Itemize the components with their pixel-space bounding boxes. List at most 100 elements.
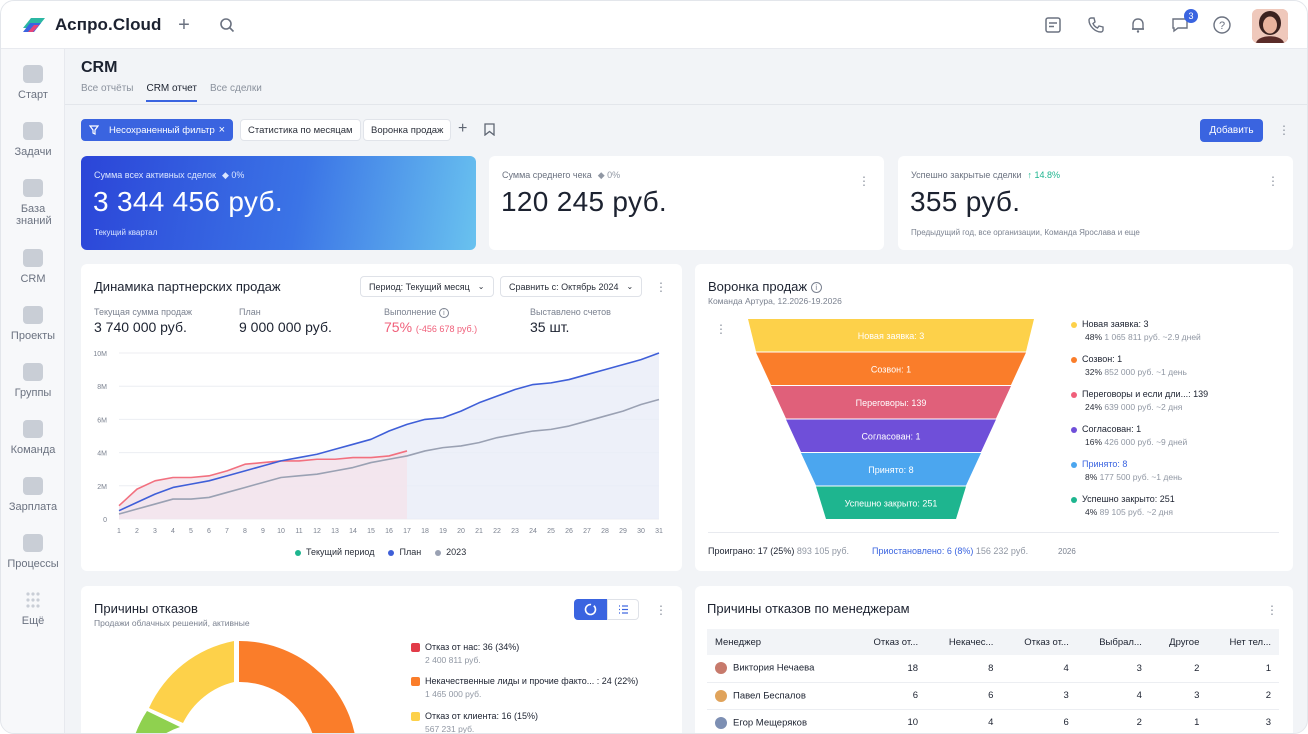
column-header[interactable]: Выбрал... — [1076, 629, 1150, 655]
x-tick-label: 12 — [313, 528, 321, 535]
tab-all-reports[interactable]: Все отчёты — [81, 83, 134, 94]
kpi-card-active-deals: Сумма всех активных сделок ◆ 0% 3 344 456… — [81, 156, 476, 250]
funnel-legend-item[interactable]: Принято: 8 8% 177 500 руб. ~1 день — [1071, 459, 1182, 482]
y-tick-label: 6M — [97, 417, 107, 424]
active-filter-chip[interactable]: Несохраненный фильтр × — [81, 119, 233, 141]
funnel-legend-item: Успешно закрыто: 251 4% 89 105 руб. ~2 дн… — [1071, 494, 1175, 517]
help-icon[interactable]: ? — [1210, 13, 1234, 37]
reason-item: Отказ от нас: 36 (34%) 2 400 811 руб. — [411, 642, 519, 665]
stat-value: 75% (-456 678 руб.) — [384, 319, 478, 335]
table-row[interactable]: Виктория Нечаева 18 8 4 3 2 1 — [707, 655, 1279, 683]
chevron-down-icon: ⌄ — [477, 282, 485, 291]
team-icon — [23, 420, 43, 438]
plus-icon[interactable]: + — [178, 13, 190, 36]
sidebar-item-projects[interactable]: Проекты — [1, 306, 65, 342]
sidebar-item-tasks[interactable]: Задачи — [1, 122, 65, 158]
notes-icon[interactable] — [1041, 13, 1065, 37]
table-row[interactable]: Егор Мещеряков 10 4 6 2 1 3 — [707, 709, 1279, 733]
funnel-stage[interactable] — [756, 352, 1026, 386]
sidebar-item-more[interactable]: Ещё — [1, 591, 65, 627]
series-plan-line — [118, 352, 660, 512]
close-icon[interactable]: × — [218, 124, 225, 136]
funnel-stage[interactable] — [771, 386, 1011, 419]
funnel-paused[interactable]: Приостановлено: 6 (8%) 156 232 руб. — [872, 546, 1029, 556]
kpi-subtitle: Предыдущий год, все организации, Команда… — [911, 228, 1140, 237]
x-tick-label: 16 — [385, 528, 393, 535]
sidebar-item-crm[interactable]: CRM — [1, 249, 65, 285]
x-tick-label: 1 — [117, 528, 121, 535]
chevron-down-icon: ⌄ — [626, 282, 634, 291]
funnel-lost: Проиграно: 17 (25%) 893 105 руб. — [708, 546, 850, 556]
legend-plan: План — [388, 547, 421, 557]
column-header[interactable]: Некачес... — [926, 629, 1002, 655]
avatar — [715, 662, 727, 675]
grid-icon — [26, 592, 40, 608]
kpi-card-closed-deals: Успешно закрытые сделки ↑ 14.8% 355 руб. … — [898, 156, 1293, 250]
tab-crm-report[interactable]: CRM отчет — [146, 83, 197, 102]
phone-icon[interactable] — [1084, 13, 1108, 37]
sidebar-item-team[interactable]: Команда — [1, 420, 65, 456]
more-icon[interactable]: ⋮ — [655, 603, 667, 617]
x-tick-label: 15 — [367, 528, 375, 535]
column-header[interactable]: Отказ от... — [1001, 629, 1077, 655]
list-icon — [619, 605, 628, 614]
sidebar: Старт Задачи База знаний CRM Проекты Гру… — [1, 49, 65, 733]
bell-icon[interactable] — [1126, 13, 1150, 37]
sidebar-item-groups[interactable]: Группы — [1, 363, 65, 399]
more-icon[interactable]: ⋮ — [1278, 123, 1290, 137]
sidebar-item-knowledge[interactable]: База знаний — [1, 179, 65, 227]
more-icon[interactable]: ⋮ — [715, 322, 727, 336]
x-tick-label: 14 — [349, 528, 357, 535]
funnel-legend-item: Переговоры и если дли...: 139 24% 639 000… — [1071, 389, 1208, 412]
app-logo[interactable]: Аспро.Cloud — [21, 15, 162, 35]
funnel-chart: Новая заявка: 3 Созвон: 1 Переговоры: 139 С… — [748, 319, 1034, 520]
sidebar-item-label: База знаний — [16, 203, 52, 227]
x-tick-label: 9 — [261, 528, 265, 535]
more-icon[interactable]: ⋮ — [858, 174, 870, 188]
more-icon[interactable]: ⋮ — [1267, 174, 1279, 188]
funnel-stage[interactable] — [786, 419, 996, 453]
column-header[interactable]: Отказ от... — [850, 629, 927, 655]
user-avatar[interactable] — [1252, 9, 1288, 43]
donut-view-toggle[interactable] — [574, 599, 607, 620]
stat-value: 35 шт. — [530, 319, 570, 335]
x-tick-label: 21 — [475, 528, 483, 535]
funnel-stage[interactable] — [748, 319, 1034, 352]
stat-label: Выставлено счетов — [530, 307, 611, 317]
x-tick-label: 28 — [601, 528, 609, 535]
y-tick-label: 4M — [97, 451, 107, 458]
sidebar-item-salary[interactable]: Зарплата — [1, 477, 65, 513]
managers-table: Менеджер Отказ от... Некачес... Отказ от… — [707, 629, 1279, 733]
filter-sales-funnel[interactable]: Воронка продаж — [363, 119, 452, 141]
add-button[interactable]: Добавить — [1200, 119, 1263, 142]
x-tick-label: 13 — [331, 528, 339, 535]
more-icon[interactable]: ⋮ — [1266, 603, 1278, 617]
x-tick-label: 19 — [439, 528, 447, 535]
sidebar-item-start[interactable]: Старт — [1, 65, 65, 101]
reason-item: Отказ от клиента: 16 (15%) 567 231 руб. — [411, 711, 538, 733]
tab-all-deals[interactable]: Все сделки — [209, 83, 262, 94]
kpi-value: 3 344 456 руб. — [93, 186, 283, 217]
add-filter-icon[interactable]: + — [458, 120, 468, 137]
more-icon[interactable]: ⋮ — [655, 280, 667, 294]
list-view-toggle[interactable] — [607, 599, 639, 620]
search-icon[interactable] — [215, 13, 239, 37]
funnel-stage[interactable] — [801, 453, 981, 486]
sidebar-item-processes[interactable]: Процессы — [1, 534, 65, 570]
filter-monthly-stats[interactable]: Статистика по месяцам — [240, 119, 361, 141]
funnel-stage-label: Новая заявка: 3 — [858, 331, 925, 341]
managers-title: Причины отказов по менеджерам — [707, 601, 910, 616]
column-header[interactable]: Менеджер — [707, 629, 851, 655]
funnel-stage[interactable] — [816, 486, 966, 520]
chat-icon[interactable]: 3 — [1168, 9, 1198, 37]
compare-select[interactable]: Сравнить с: Октябрь 2024 ⌄ — [500, 276, 643, 297]
start-icon — [23, 65, 43, 83]
x-tick-label: 5 — [189, 528, 193, 535]
period-select[interactable]: Период: Текущий месяц ⌄ — [360, 276, 494, 297]
column-header[interactable]: Нет тел... — [1207, 629, 1279, 655]
column-header[interactable]: Другое — [1149, 629, 1208, 655]
kpi-value: 120 245 руб. — [501, 186, 667, 217]
bookmark-icon[interactable] — [484, 123, 495, 136]
